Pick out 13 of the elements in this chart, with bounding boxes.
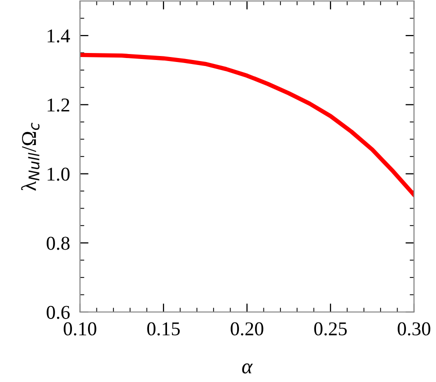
x-tick-label: 0.10 <box>64 322 96 336</box>
y-tick-label: 1.2 <box>48 98 70 112</box>
y-tick-label: 1.4 <box>48 29 70 43</box>
x-tick-label: 0.25 <box>314 322 347 336</box>
y-axis-title: λ$_{Null}$/Ω$_{c}$ <box>21 122 40 191</box>
y-tick-label: 1.0 <box>48 168 70 181</box>
y-tick-label: 0.6 <box>46 306 70 320</box>
x-axis-title: α <box>242 363 253 374</box>
y-tick-label: 0.8 <box>46 236 70 250</box>
x-tick-label: 0.30 <box>398 322 430 336</box>
x-tick-label: 0.20 <box>230 322 264 336</box>
x-tick-label: 0.15 <box>147 322 180 336</box>
line-series <box>80 52 414 197</box>
